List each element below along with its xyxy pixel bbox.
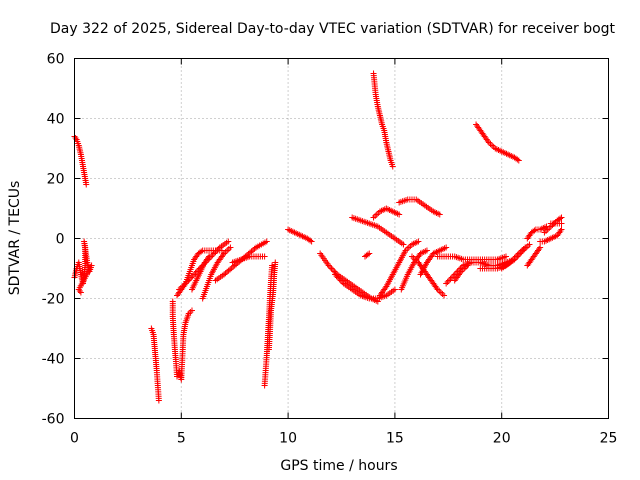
data-point — [522, 244, 529, 251]
x-axis-title: GPS time / hours — [280, 458, 397, 474]
series-arc-22 — [396, 196, 443, 218]
chart-title: Day 322 of 2025, Sidereal Day-to-day VTE… — [50, 21, 616, 37]
y-tick-label: 40 — [47, 112, 65, 128]
series-arc-25 — [434, 253, 509, 263]
data-point — [436, 211, 443, 218]
data-point — [155, 397, 162, 404]
x-tick-label: 25 — [600, 431, 618, 447]
series-arc-28 — [473, 121, 522, 164]
series-arc-15 — [332, 271, 398, 302]
data-point — [464, 262, 471, 269]
series-arc-08 — [199, 244, 234, 302]
data-point — [441, 292, 448, 299]
data-point — [526, 241, 533, 248]
series-arc-04 — [169, 298, 195, 383]
data-point — [446, 277, 453, 284]
data-point — [515, 157, 522, 164]
y-axis-title: SDTVAR / TECUs — [7, 181, 23, 296]
data-point — [558, 220, 565, 227]
data-point — [269, 262, 276, 269]
series-arc-12 — [265, 259, 279, 353]
series-arc-18 — [370, 70, 396, 170]
data-point — [261, 253, 268, 260]
data-point — [389, 163, 396, 170]
x-tick-label: 20 — [493, 431, 511, 447]
y-tick-label: -40 — [42, 352, 65, 368]
y-tick-label: 60 — [47, 52, 65, 68]
data-point — [215, 246, 222, 252]
data-point — [188, 307, 195, 314]
x-tick-label: 0 — [70, 431, 79, 447]
data-point — [211, 250, 218, 257]
data-point — [225, 238, 232, 245]
data-points — [71, 70, 565, 404]
series-arc-07 — [188, 253, 213, 293]
series-arc-30 — [498, 244, 529, 272]
data-point — [415, 238, 422, 245]
data-point — [308, 238, 315, 245]
data-point — [502, 253, 509, 260]
series-arc-20 — [376, 238, 422, 299]
series-arc-32 — [524, 244, 544, 269]
data-point — [307, 237, 314, 244]
data-point — [213, 247, 220, 254]
data-point — [447, 276, 454, 282]
series-arc-23 — [408, 253, 448, 299]
data-point — [227, 244, 234, 251]
y-tick-label: -20 — [42, 292, 65, 308]
series-arc-01 — [71, 133, 90, 188]
series-arc-17 — [361, 250, 373, 260]
y-tick-label: 20 — [47, 172, 65, 188]
data-point — [391, 286, 398, 293]
y-tick-label: -60 — [42, 412, 65, 428]
series-arc-02 — [71, 238, 95, 296]
series-arc-33 — [537, 226, 565, 245]
data-point — [366, 250, 373, 257]
x-tick-label: 10 — [279, 431, 297, 447]
data-point — [558, 226, 565, 233]
data-point — [77, 289, 84, 296]
data-point — [400, 241, 407, 248]
data-point — [198, 248, 205, 255]
data-point — [557, 215, 564, 222]
series-arc-10 — [229, 253, 268, 266]
data-point — [396, 211, 403, 218]
data-point — [206, 253, 213, 260]
data-point — [209, 252, 216, 258]
series-arc-27 — [451, 262, 471, 284]
data-point — [263, 238, 270, 245]
grid — [74, 58, 609, 419]
data-point — [537, 244, 544, 251]
series-arc-35 — [547, 220, 565, 227]
data-point — [364, 251, 371, 258]
data-point — [514, 156, 521, 163]
x-tick-label: 15 — [386, 431, 404, 447]
data-point — [83, 181, 90, 188]
data-point — [444, 279, 451, 285]
series-arc-24 — [417, 244, 450, 278]
data-point — [443, 244, 450, 251]
data-point — [558, 214, 565, 221]
data-point — [328, 265, 335, 272]
data-point — [514, 252, 521, 258]
data-point — [512, 253, 519, 260]
x-tick-label: 5 — [177, 431, 186, 447]
data-point — [443, 280, 450, 287]
data-point — [423, 247, 430, 254]
series-arc-16 — [349, 214, 407, 248]
plot-frame — [74, 58, 609, 419]
series-arc-13 — [285, 226, 315, 245]
data-point — [272, 259, 279, 266]
data-point — [76, 288, 83, 294]
series-arc-03 — [148, 325, 162, 404]
series-arc-19 — [370, 205, 403, 221]
data-point — [531, 227, 538, 234]
data-point — [327, 264, 334, 270]
axis-ticks: 0 5 10 15 20 25 60 40 20 0 -20 -40 -60 — [42, 52, 618, 447]
y-tick-label: 0 — [56, 232, 65, 248]
